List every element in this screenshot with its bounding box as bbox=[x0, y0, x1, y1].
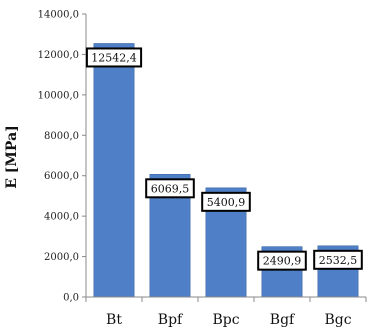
y-tick-label: 12000,0 bbox=[38, 50, 79, 61]
data-label: 6069,5 bbox=[151, 182, 190, 195]
data-label: 2490,9 bbox=[263, 255, 302, 268]
x-tick-label: Bpf bbox=[158, 312, 184, 328]
x-tick-label: Bgc bbox=[324, 312, 351, 328]
data-label-box bbox=[85, 47, 143, 68]
y-axis-title: E [MPa] bbox=[4, 125, 20, 189]
y-tick-label: 4000,0 bbox=[44, 212, 79, 223]
x-axis: Bt Bpf Bpc Bgf Bgc bbox=[85, 296, 367, 328]
bar-bt bbox=[93, 43, 135, 298]
y-tick-label: 6000,0 bbox=[44, 171, 79, 182]
y-tick-label: 10000,0 bbox=[38, 90, 79, 101]
y-tick-label: 8000,0 bbox=[44, 131, 79, 142]
y-tick-label: 2000,0 bbox=[44, 252, 79, 263]
data-label: 12542,4 bbox=[91, 51, 137, 64]
x-tick-label: Bgf bbox=[270, 312, 296, 328]
bars: 12542,4 6069,5 5400,9 2490,9 2532,5 bbox=[85, 43, 363, 298]
data-label: 2532,5 bbox=[319, 254, 358, 267]
y-tick-label: 0,0 bbox=[63, 293, 79, 304]
x-tick-label: Bpc bbox=[212, 312, 239, 328]
data-label-box bbox=[201, 191, 251, 212]
data-label-box bbox=[257, 250, 307, 271]
data-label: 5400,9 bbox=[207, 196, 246, 209]
y-axis: 0,0 2000,0 4000,0 6000,0 8000,0 10000,0 12000,… bbox=[38, 10, 87, 304]
data-label-box bbox=[145, 178, 195, 199]
data-label-box bbox=[313, 249, 363, 270]
x-tick-label: Bt bbox=[106, 312, 122, 328]
y-tick-label: 14000,0 bbox=[38, 10, 79, 21]
